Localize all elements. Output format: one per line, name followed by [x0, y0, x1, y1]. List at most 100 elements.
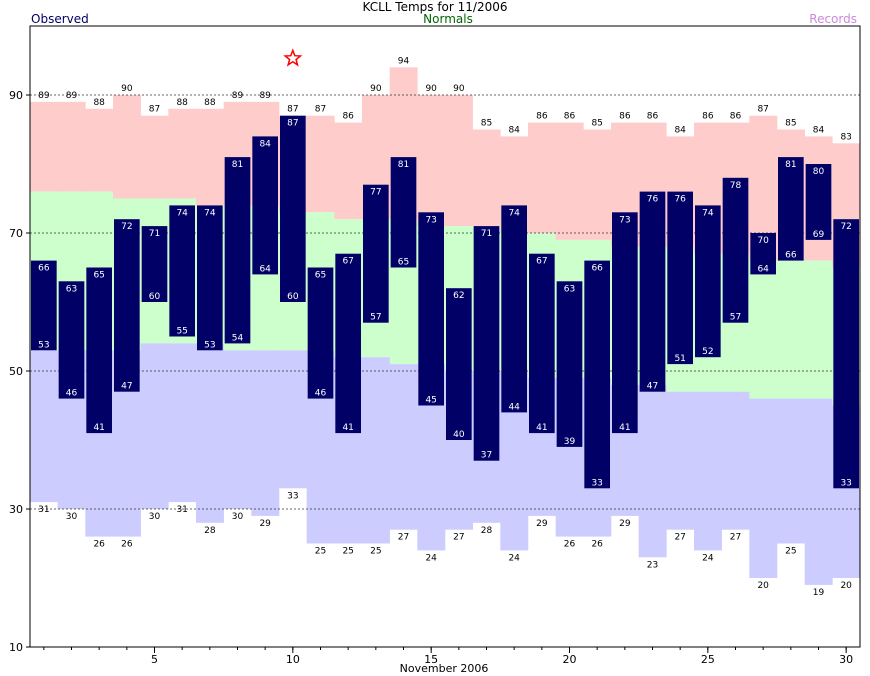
record-low-label: 30 [232, 512, 244, 522]
observed-high-label: 80 [813, 167, 825, 177]
record-high-label: 89 [66, 91, 78, 101]
record-low-band [389, 364, 418, 530]
record-high-label: 86 [564, 112, 576, 122]
record-high-band [30, 101, 58, 192]
record-high-label: 88 [93, 98, 105, 108]
record-high-label: 90 [370, 84, 382, 94]
record-low-label: 31 [38, 505, 49, 515]
observed-bar [446, 288, 472, 440]
record-high-label: 89 [232, 91, 244, 101]
record-low-label: 26 [564, 540, 576, 550]
record-high-label: 89 [259, 91, 271, 101]
record-high-band [472, 129, 501, 227]
record-high-label: 94 [398, 56, 410, 66]
record-low-label: 27 [453, 533, 464, 543]
observed-low-label: 40 [453, 430, 465, 440]
record-low-band [251, 350, 280, 516]
record-high-band [334, 122, 363, 220]
record-high-label: 89 [38, 91, 50, 101]
observed-bar [390, 157, 417, 268]
record-low-band [30, 350, 58, 503]
observed-bar [639, 191, 666, 392]
record-low-band [196, 343, 224, 523]
observed-low-label: 52 [702, 347, 713, 357]
observed-high-label: 66 [591, 264, 603, 274]
record-high-label: 88 [176, 98, 188, 108]
record-low-band [777, 398, 805, 544]
record-high-band [417, 95, 446, 227]
record-high-label: 86 [647, 112, 659, 122]
record-high-label: 87 [149, 105, 160, 115]
observed-high-label: 76 [647, 195, 659, 205]
observed-bar [280, 115, 306, 302]
observed-bar [197, 205, 223, 351]
record-low-label: 26 [121, 540, 133, 550]
observed-bar [722, 177, 749, 323]
observed-low-label: 33 [840, 478, 851, 488]
record-low-label: 27 [730, 533, 741, 543]
record-low-label: 27 [674, 533, 685, 543]
observed-low-label: 65 [398, 258, 409, 268]
observed-bar [31, 260, 57, 351]
observed-high-label: 72 [121, 222, 132, 232]
observed-low-label: 53 [38, 340, 49, 350]
x-tick-label: 15 [424, 653, 438, 666]
record-high-label: 86 [730, 112, 742, 122]
observed-high-label: 67 [536, 257, 547, 267]
y-tick-label: 50 [9, 365, 23, 378]
normal-band [777, 260, 805, 399]
observed-bar [114, 219, 140, 392]
observed-low-label: 46 [315, 389, 327, 399]
observed-bar [307, 267, 334, 399]
observed-bar [778, 157, 804, 261]
chart-title: KCLL Temps for 11/2006 [362, 0, 508, 14]
record-star-icon [283, 48, 303, 67]
record-high-label: 88 [204, 98, 216, 108]
record-low-band [279, 350, 307, 489]
observed-low-label: 39 [564, 437, 576, 447]
observed-high-label: 71 [481, 229, 492, 239]
record-low-band [666, 391, 695, 530]
observed-low-label: 51 [674, 354, 685, 364]
observed-low-label: 60 [149, 292, 161, 302]
record-high-band [583, 129, 612, 240]
observed-high-label: 74 [702, 208, 714, 218]
record-low-band [140, 343, 169, 509]
observed-bar [667, 191, 693, 365]
records-legend-label: Records [809, 12, 857, 26]
record-low-band [223, 350, 252, 509]
record-low-label: 25 [785, 547, 796, 557]
observed-low-label: 46 [66, 389, 78, 399]
normals-legend-label: Normals [423, 12, 473, 26]
observed-bar [86, 267, 112, 434]
record-low-label: 19 [813, 588, 825, 598]
observed-high-label: 67 [342, 257, 353, 267]
observed-high-label: 81 [232, 160, 243, 170]
record-low-label: 20 [840, 581, 852, 591]
normal-band [749, 260, 778, 399]
observed-high-label: 76 [674, 195, 686, 205]
record-low-band [168, 343, 197, 503]
observed-low-label: 60 [287, 292, 299, 302]
observed-low-label: 55 [176, 327, 187, 337]
plot-frame [29, 25, 861, 648]
observed-low-label: 66 [785, 251, 797, 261]
record-low-label: 33 [287, 491, 298, 501]
record-high-label: 90 [121, 84, 133, 94]
record-low-label: 24 [508, 553, 520, 563]
observed-low-label: 53 [204, 340, 215, 350]
record-high-band [555, 122, 584, 240]
record-high-label: 87 [287, 105, 298, 115]
observed-high-label: 78 [730, 181, 742, 191]
x-tick-label: 10 [286, 653, 300, 666]
x-tick-label: 25 [701, 653, 715, 666]
observed-bar [584, 260, 610, 489]
observed-high-label: 71 [149, 229, 160, 239]
observed-low-label: 33 [591, 478, 602, 488]
observed-low-label: 47 [647, 382, 658, 392]
record-low-label: 28 [204, 526, 216, 536]
y-tick-label: 10 [9, 641, 23, 654]
record-high-label: 90 [453, 84, 465, 94]
observed-bar [224, 157, 251, 344]
